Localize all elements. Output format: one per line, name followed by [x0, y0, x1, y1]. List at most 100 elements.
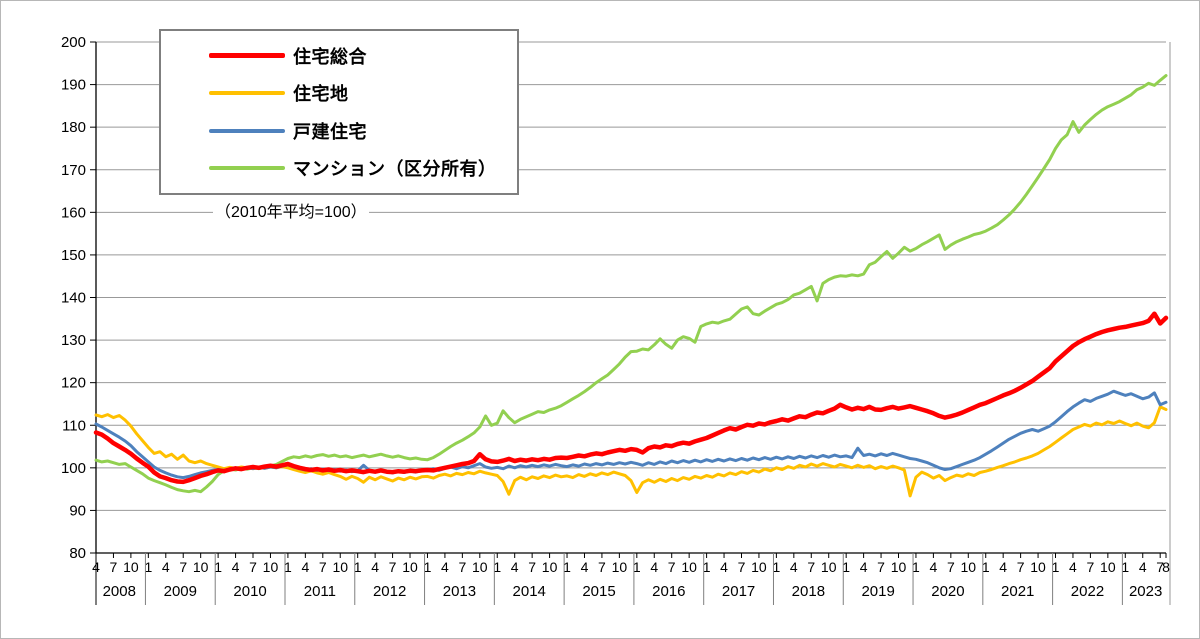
series-line-housing-total: [93, 311, 1169, 485]
x-month-tick-label: 7: [598, 559, 606, 575]
legend-line-swatch-housing-total: [209, 53, 285, 59]
legend-label-condominium: マンション（区分所有）: [293, 159, 497, 180]
legend-label-housing-total: 住宅総合: [293, 46, 367, 67]
x-month-tick-label: 10: [402, 559, 418, 575]
x-month-tick-label: 4: [162, 559, 170, 575]
x-month-tick-label: 1: [144, 559, 152, 575]
legend-item-housing-total: 住宅総合: [209, 39, 517, 73]
x-month-tick-label: 4: [441, 559, 449, 575]
x-month-tick-label: 10: [891, 559, 907, 575]
x-month-tick-label: 1: [354, 559, 362, 575]
x-month-tick-label: 4: [232, 559, 240, 575]
x-month-tick-label: 10: [751, 559, 767, 575]
x-month-tick-label: 7: [877, 559, 885, 575]
axis-ticks: [90, 41, 1167, 558]
legend-line-swatch-detached-house: [209, 128, 285, 133]
x-month-tick-label: 7: [249, 559, 257, 575]
x-year-label: 2009: [164, 583, 197, 600]
x-month-tick-label: 7: [110, 559, 118, 575]
y-tick-label: 160: [61, 204, 86, 221]
legend-item-residential-land: 住宅地: [209, 76, 517, 110]
x-month-tick-label: 7: [179, 559, 187, 575]
x-month-tick-label: 10: [193, 559, 209, 575]
y-tick-label: 140: [61, 290, 86, 307]
x-month-tick-label: 10: [612, 559, 628, 575]
y-tick-label: 180: [61, 119, 86, 136]
legend: 住宅総合 住宅地 戸建住宅 マンション（区分所有）: [159, 29, 519, 195]
x-month-tick-label: 1: [214, 559, 222, 575]
x-month-tick-label: 1: [633, 559, 641, 575]
x-month-tick-label: 7: [1156, 559, 1164, 575]
x-month-tick-label: 4: [790, 559, 798, 575]
x-month-tick-label: 10: [123, 559, 139, 575]
x-month-tick-label: 10: [263, 559, 279, 575]
x-month-tick-label: 4: [371, 559, 379, 575]
x-year-label: 2018: [792, 583, 825, 600]
x-year-label: 2010: [233, 583, 266, 600]
x-month-tick-label: 1: [772, 559, 780, 575]
x-month-tick-label: 4: [999, 559, 1007, 575]
x-month-tick-label: 10: [1100, 559, 1116, 575]
x-month-tick-label: 7: [738, 559, 746, 575]
x-month-tick-label: 10: [472, 559, 488, 575]
x-year-label: 2023: [1129, 583, 1162, 600]
legend-line-swatch-condominium: [209, 166, 285, 171]
y-tick-label: 110: [62, 417, 86, 434]
y-axis-labels: 80 90 100 110 120 130 140 150 160 170 180 190 200: [61, 34, 86, 562]
x-month-tick-label: 1: [1052, 559, 1060, 575]
x-month-tick-label: 10: [1030, 559, 1046, 575]
x-month-tick-label: 4: [1139, 559, 1147, 575]
baseline-note: （2010年平均=100）: [213, 198, 369, 222]
x-month-tick-label: 10: [960, 559, 976, 575]
y-tick-label: 200: [61, 34, 86, 51]
x-month-tick-label: 4: [581, 559, 589, 575]
x-month-tick-label: 7: [528, 559, 536, 575]
x-month-tick-label: 7: [1017, 559, 1025, 575]
y-tick-label: 150: [61, 247, 86, 264]
x-month-tick-label: 4: [1069, 559, 1077, 575]
x-month-tick-label: 7: [1087, 559, 1095, 575]
x-year-label: 2013: [443, 583, 476, 600]
x-month-tick-label: 7: [668, 559, 676, 575]
x-month-tick-label: 10: [332, 559, 348, 575]
x-month-tick-label: 1: [982, 559, 990, 575]
x-month-tick-label: 7: [319, 559, 327, 575]
y-tick-label: 90: [69, 502, 86, 519]
series-lines: [93, 74, 1169, 498]
x-month-tick-label: 7: [458, 559, 466, 575]
x-month-tick-label: 4: [720, 559, 728, 575]
x-year-label: 2008: [103, 583, 136, 600]
x-axis-labels: 4710200814710200914710201014710201114710…: [92, 559, 1170, 600]
x-month-tick-label: 1: [703, 559, 711, 575]
year-separators: [95, 553, 1123, 605]
x-month-tick-label: 1: [842, 559, 850, 575]
x-month-tick-label: 4: [301, 559, 309, 575]
x-year-label: 2014: [513, 583, 546, 600]
x-year-label: 2015: [582, 583, 615, 600]
x-year-label: 2017: [722, 583, 755, 600]
x-year-label: 2019: [861, 583, 894, 600]
x-year-label: 2021: [1001, 583, 1034, 600]
x-month-tick-label: 10: [681, 559, 697, 575]
y-tick-label: 130: [61, 332, 86, 349]
x-month-tick-label: 1: [912, 559, 920, 575]
legend-label-residential-land: 住宅地: [293, 84, 349, 105]
x-month-tick-label: 4: [929, 559, 937, 575]
x-month-tick-label: 1: [563, 559, 571, 575]
legend-item-condominium: マンション（区分所有）: [209, 151, 517, 185]
y-tick-label: 120: [61, 375, 86, 392]
legend-item-detached-house: 戸建住宅: [209, 114, 517, 148]
x-month-tick-label: 8: [1162, 559, 1170, 575]
legend-line-swatch-residential-land: [209, 91, 285, 96]
x-year-label: 2020: [931, 583, 964, 600]
y-tick-label: 190: [61, 77, 86, 94]
x-month-tick-label: 7: [389, 559, 397, 575]
x-month-tick-label: 7: [807, 559, 815, 575]
y-tick-label: 170: [61, 162, 86, 179]
x-month-tick-label: 4: [860, 559, 868, 575]
x-year-label: 2012: [373, 583, 406, 600]
x-month-tick-label: 1: [493, 559, 501, 575]
x-month-tick-label: 1: [284, 559, 292, 575]
legend-label-detached-house: 戸建住宅: [293, 121, 367, 142]
